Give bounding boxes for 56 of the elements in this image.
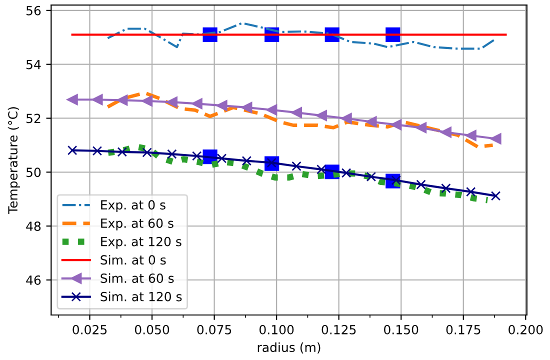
point: [390, 119, 402, 130]
y-tick-label: 54: [26, 60, 41, 70]
point: [416, 180, 426, 190]
y-tick-label: 48: [26, 222, 41, 231]
y-tick-label: 52: [26, 114, 40, 124]
legend-label: Sim. at 120 s: [100, 292, 182, 302]
point: [366, 116, 377, 128]
point: [290, 107, 302, 118]
legend-label: Exp. at 120 s: [101, 236, 182, 249]
y-tick-label: 50: [26, 168, 41, 178]
x-axis-title: radius (m): [258, 342, 320, 354]
x-tick-label: 0.075: [197, 324, 232, 334]
legend-label: Sim. at 60 s: [100, 273, 174, 283]
x-tick-label: 0.050: [134, 324, 170, 334]
point: [117, 147, 127, 157]
point: [292, 161, 302, 172]
x-tick-label: 0.025: [72, 324, 107, 334]
point: [316, 110, 327, 122]
point: [415, 122, 427, 134]
x-tick-label: 0.150: [384, 324, 418, 334]
point: [92, 146, 102, 156]
point: [192, 151, 202, 161]
point: [466, 186, 476, 197]
x-tick-label: 0.125: [322, 324, 356, 334]
legend-label: Sim. at 0 s: [100, 254, 166, 265]
point: [216, 100, 228, 112]
legend-label: Exp. at 0 s: [101, 200, 166, 212]
point: [340, 112, 352, 124]
point: [490, 191, 501, 201]
point: [191, 98, 202, 110]
point: [490, 133, 502, 144]
point: [167, 149, 177, 159]
point: [67, 145, 78, 156]
point: [142, 148, 152, 158]
y-tick-label: 46: [26, 275, 41, 285]
point: [66, 94, 78, 106]
point: [242, 156, 252, 166]
x-tick-label: 0.200: [508, 324, 543, 334]
point: [216, 154, 227, 164]
point: [266, 104, 278, 116]
point: [92, 94, 103, 106]
point: [465, 130, 476, 142]
point: [440, 126, 452, 138]
y-tick-label: 56: [26, 6, 41, 16]
point: [241, 102, 252, 114]
point: [341, 168, 352, 178]
point: [366, 172, 376, 182]
y-axis-title: Temperature (°C): [8, 107, 20, 214]
x-tick-label: 0.100: [260, 324, 294, 334]
point: [166, 96, 178, 108]
point: [141, 95, 153, 107]
x-tick-label: 0.175: [446, 324, 480, 334]
point: [441, 183, 451, 194]
point: [316, 164, 326, 174]
point: [116, 94, 128, 106]
legend-label: Exp. at 60 s: [101, 218, 174, 230]
